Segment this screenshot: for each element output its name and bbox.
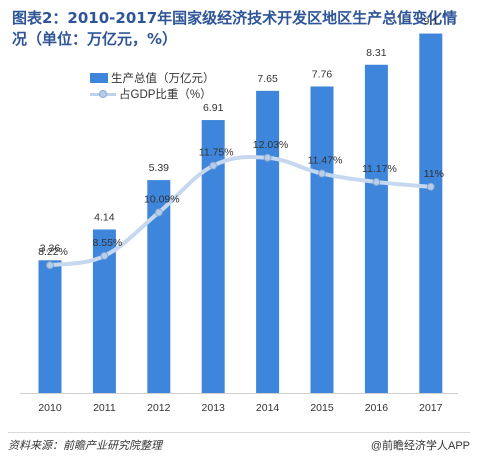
x-tick-label-2013: 2013: [202, 402, 226, 414]
gdp-share-label-2016: 11.17%: [362, 163, 397, 175]
legend-line-label: 占GDP比重（%）: [119, 89, 212, 101]
gdp-share-line: [48, 155, 433, 268]
gdp-share-label-2012: 10.09%: [144, 193, 180, 205]
gdp-share-marker-2016: [372, 178, 381, 186]
legend-line-swatch: [90, 89, 116, 99]
x-tick-label-2017: 2017: [419, 402, 443, 414]
bar-value-label-2014: 7.65: [257, 73, 278, 85]
gdp-share-label-2010: 8.22%: [38, 246, 68, 258]
gdp-share-marker-2010: [46, 261, 54, 270]
brand-watermark: @前瞻经济学人APP: [370, 440, 470, 452]
x-tick-label-2012: 2012: [147, 402, 171, 414]
bar-value-label-2010: 3.36: [40, 242, 61, 254]
bar-value-label-2017: 9.1: [423, 16, 438, 28]
legend-item-line: 占GDP比重（%）: [90, 86, 212, 102]
chart-legend: 生产总值（万亿元） 占GDP比重（%）: [90, 70, 480, 102]
gdp-share-marker-2011: [100, 251, 109, 260]
bar-2016: [364, 64, 388, 393]
gdp-share-marker-2013: [209, 161, 218, 170]
x-tick-label-2016: 2016: [365, 402, 389, 414]
chart-title: 图表2：2010-2017年国家级经济技术开发区地区生产总值变化情况（单位：万亿…: [12, 9, 458, 48]
bar-value-label-2012: 5.39: [149, 162, 170, 174]
gdp-share-marker-2012: [154, 208, 163, 217]
gdp-share-label-2015: 11.47%: [308, 155, 343, 167]
x-tick-label-2010: 2010: [38, 402, 62, 414]
bar-2011: [92, 229, 116, 393]
gdp-share-marker-2014: [263, 153, 272, 162]
gdp-share-label-2011: 8.55%: [93, 237, 123, 249]
bar-2012: [147, 180, 171, 393]
gdp-share-marker-2017: [426, 182, 435, 191]
bar-value-label-2016: 8.31: [366, 47, 387, 59]
bar-value-label-2013: 6.91: [203, 102, 224, 114]
x-tick-label-2011: 2011: [93, 402, 116, 414]
gdp-share-label-2017: 11%: [424, 168, 444, 180]
x-tick-label-2014: 2014: [256, 402, 280, 414]
gdp-share-marker-2015: [318, 169, 326, 178]
source-note: 资料来源：前瞻产业研究院整理: [8, 440, 162, 452]
legend-item-bar: 生产总值（万亿元）: [90, 70, 215, 86]
bar-2014: [256, 90, 280, 393]
chart-footer: 资料来源：前瞻产业研究院整理 @前瞻经济学人APP: [8, 432, 470, 455]
bar-2013: [201, 120, 225, 394]
bar-2015: [310, 86, 334, 393]
bar-value-label-2011: 4.14: [94, 211, 115, 223]
gdp-share-label-2013: 11.75%: [199, 147, 234, 159]
bar-2017: [419, 33, 443, 394]
gdp-share-label-2014: 12.03%: [253, 139, 289, 151]
bar-2010: [38, 260, 62, 393]
x-tick-label-2015: 2015: [310, 402, 334, 414]
legend-bar-swatch: [90, 73, 108, 83]
bar-value-label-2015: 7.76: [312, 68, 333, 80]
legend-bar-label: 生产总值（万亿元）: [111, 73, 215, 85]
